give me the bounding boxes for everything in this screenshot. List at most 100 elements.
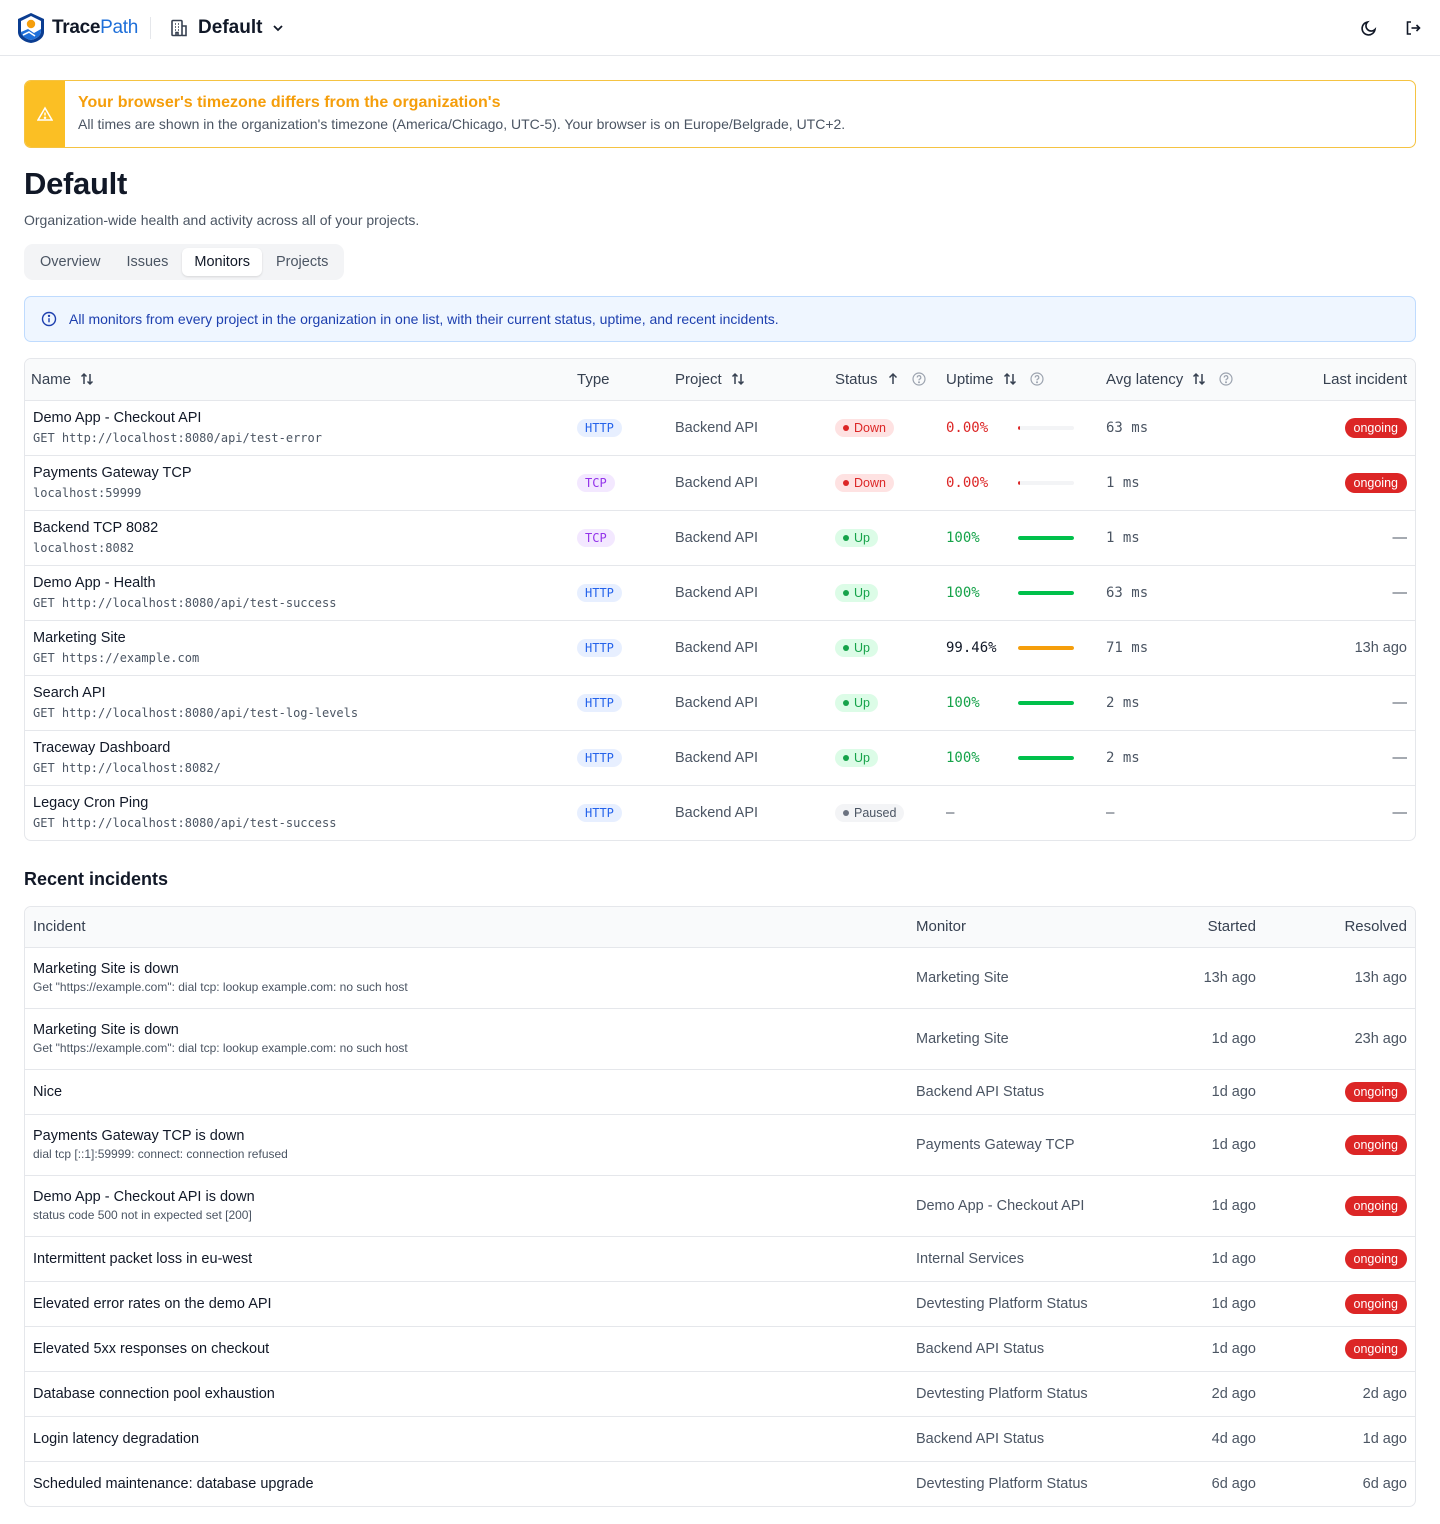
incident-monitor: Backend API Status xyxy=(916,1430,1045,1447)
status-badge: Down xyxy=(835,474,894,492)
monitor-name[interactable]: Traceway Dashboard xyxy=(33,740,171,756)
table-row[interactable]: Traceway Dashboard GET http://localhost:… xyxy=(25,730,1415,785)
incident-title[interactable]: Marketing Site is down xyxy=(33,1022,179,1038)
monitor-name[interactable]: Payments Gateway TCP xyxy=(33,465,192,481)
incident-monitor: Backend API Status xyxy=(916,1083,1045,1100)
incident-monitor: Internal Services xyxy=(916,1250,1024,1267)
help-circle-icon[interactable] xyxy=(1029,372,1044,386)
table-row[interactable]: Login latency degradation Backend API St… xyxy=(25,1416,1415,1461)
last-incident: — xyxy=(1392,584,1408,601)
tab-projects[interactable]: Projects xyxy=(275,254,329,270)
incidents-table: Incident Monitor Started Resolved Market… xyxy=(24,906,1416,1507)
sort-icon[interactable] xyxy=(1002,371,1018,387)
table-row[interactable]: Search API GET http://localhost:8080/api… xyxy=(25,675,1415,730)
divider xyxy=(150,16,152,39)
table-row[interactable]: Payments Gateway TCP localhost:59999 TCP… xyxy=(25,455,1415,510)
type-badge: HTTP xyxy=(577,693,622,712)
logout-button[interactable] xyxy=(1402,17,1424,39)
incident-title[interactable]: Scheduled maintenance: database upgrade xyxy=(33,1475,314,1492)
sort-ascending-icon[interactable] xyxy=(886,372,900,386)
monitor-name[interactable]: Legacy Cron Ping xyxy=(33,795,149,812)
project-name: Backend API xyxy=(675,804,759,821)
incident-title[interactable]: Intermittent packet loss in eu-west xyxy=(33,1250,253,1267)
column-monitor: Monitor xyxy=(916,918,967,936)
table-row[interactable]: Demo App - Checkout API GET http://local… xyxy=(25,400,1415,455)
monitor-target: GET https://example.com xyxy=(33,651,200,665)
resolved-time: 2d ago xyxy=(1362,1385,1407,1402)
column-name[interactable]: Name xyxy=(31,371,575,388)
incident-title[interactable]: Database connection pool exhaustion xyxy=(33,1385,275,1402)
status-dot xyxy=(843,645,849,651)
sort-icon[interactable] xyxy=(730,371,746,387)
last-incident: — xyxy=(1392,694,1408,711)
table-row[interactable]: Payments Gateway TCP is down dial tcp [:… xyxy=(25,1114,1415,1175)
tab-issues[interactable]: Issues xyxy=(126,254,169,270)
column-project[interactable]: Project xyxy=(675,371,833,388)
tab-monitors[interactable]: Monitors xyxy=(182,248,262,276)
column-avg-latency[interactable]: Avg latency xyxy=(1106,371,1239,388)
theme-toggle-button[interactable] xyxy=(1358,17,1380,39)
uptime-bar xyxy=(1018,425,1074,430)
incident-detail: dial tcp [::1]:59999: connect: connectio… xyxy=(33,1147,288,1161)
table-row[interactable]: Marketing Site is down Get "https://exam… xyxy=(25,1008,1415,1069)
tab-overview[interactable]: Overview xyxy=(40,254,101,270)
status-badge: Up xyxy=(835,584,878,602)
monitor-target: GET http://localhost:8080/api/test-log-l… xyxy=(33,706,359,720)
status-dot xyxy=(843,425,849,431)
table-row[interactable]: Backend TCP 8082 localhost:8082 TCP Back… xyxy=(25,510,1415,565)
table-row[interactable]: Scheduled maintenance: database upgrade … xyxy=(25,1461,1415,1506)
ongoing-badge: ongoing xyxy=(1344,1081,1407,1102)
incident-title[interactable]: Elevated 5xx responses on checkout xyxy=(33,1340,270,1357)
tab-bar: Overview Issues Monitors Projects xyxy=(24,244,345,280)
incident-title[interactable]: Marketing Site is down xyxy=(33,961,179,977)
monitor-target: GET http://localhost:8080/api/test-error xyxy=(33,431,322,445)
table-row[interactable]: Demo App - Health GET http://localhost:8… xyxy=(25,565,1415,620)
table-row[interactable]: Elevated 5xx responses on checkout Backe… xyxy=(25,1326,1415,1371)
project-name: Backend API xyxy=(675,529,759,546)
monitor-name[interactable]: Marketing Site xyxy=(33,630,126,646)
table-row[interactable]: Database connection pool exhaustion Devt… xyxy=(25,1371,1415,1416)
project-name: Backend API xyxy=(675,639,759,656)
sort-icon[interactable] xyxy=(1191,371,1207,387)
monitor-name[interactable]: Search API xyxy=(33,685,106,701)
table-row[interactable]: Intermittent packet loss in eu-west Inte… xyxy=(25,1236,1415,1281)
incident-title[interactable]: Demo App - Checkout API is down xyxy=(33,1189,255,1205)
table-row[interactable]: Elevated error rates on the demo API Dev… xyxy=(25,1281,1415,1326)
avg-latency: 71 ms xyxy=(1106,639,1149,656)
uptime-value: 100% xyxy=(946,529,980,546)
org-switcher[interactable]: Default xyxy=(169,17,285,39)
monitor-name[interactable]: Demo App - Health xyxy=(33,575,156,591)
sort-icon[interactable] xyxy=(79,371,95,387)
help-circle-icon[interactable] xyxy=(911,372,926,386)
started-time: 6d ago xyxy=(1211,1475,1256,1492)
incident-title[interactable]: Payments Gateway TCP is down xyxy=(33,1128,245,1144)
monitor-name[interactable]: Backend TCP 8082 xyxy=(33,520,159,536)
page-subtitle: Organization-wide health and activity ac… xyxy=(24,212,420,228)
started-time: 1d ago xyxy=(1211,1136,1256,1153)
resolved-time: 23h ago xyxy=(1354,1030,1407,1047)
uptime-value: — xyxy=(946,804,955,821)
brand-logo[interactable]: TracePath xyxy=(16,12,138,44)
table-row[interactable]: Marketing Site GET https://example.com H… xyxy=(25,620,1415,675)
tracepath-logo-icon xyxy=(18,12,44,43)
incident-title[interactable]: Elevated error rates on the demo API xyxy=(33,1295,272,1312)
monitor-name[interactable]: Demo App - Checkout API xyxy=(33,410,202,426)
status-dot xyxy=(843,480,849,486)
column-status[interactable]: Status xyxy=(835,371,944,388)
incident-title[interactable]: Login latency degradation xyxy=(33,1430,200,1447)
status-dot xyxy=(843,810,849,817)
warning-side xyxy=(25,81,65,147)
type-badge: TCP xyxy=(577,473,615,492)
table-row[interactable]: Legacy Cron Ping GET http://localhost:80… xyxy=(25,785,1415,840)
incident-monitor: Devtesting Platform Status xyxy=(916,1385,1088,1402)
table-row[interactable]: Nice Backend API Status 1d ago ongoing xyxy=(25,1069,1415,1114)
help-circle-icon[interactable] xyxy=(1219,372,1233,386)
incident-title[interactable]: Nice xyxy=(33,1083,63,1100)
table-row[interactable]: Marketing Site is down Get "https://exam… xyxy=(25,947,1415,1008)
table-row[interactable]: Demo App - Checkout API is down status c… xyxy=(25,1175,1415,1236)
monitor-target: GET http://localhost:8080/api/test-succe… xyxy=(33,596,337,610)
uptime-value: 0.00% xyxy=(946,474,989,491)
resolved-time: 13h ago xyxy=(1354,969,1407,986)
status-dot xyxy=(843,535,849,541)
column-uptime[interactable]: Uptime xyxy=(946,371,1104,388)
